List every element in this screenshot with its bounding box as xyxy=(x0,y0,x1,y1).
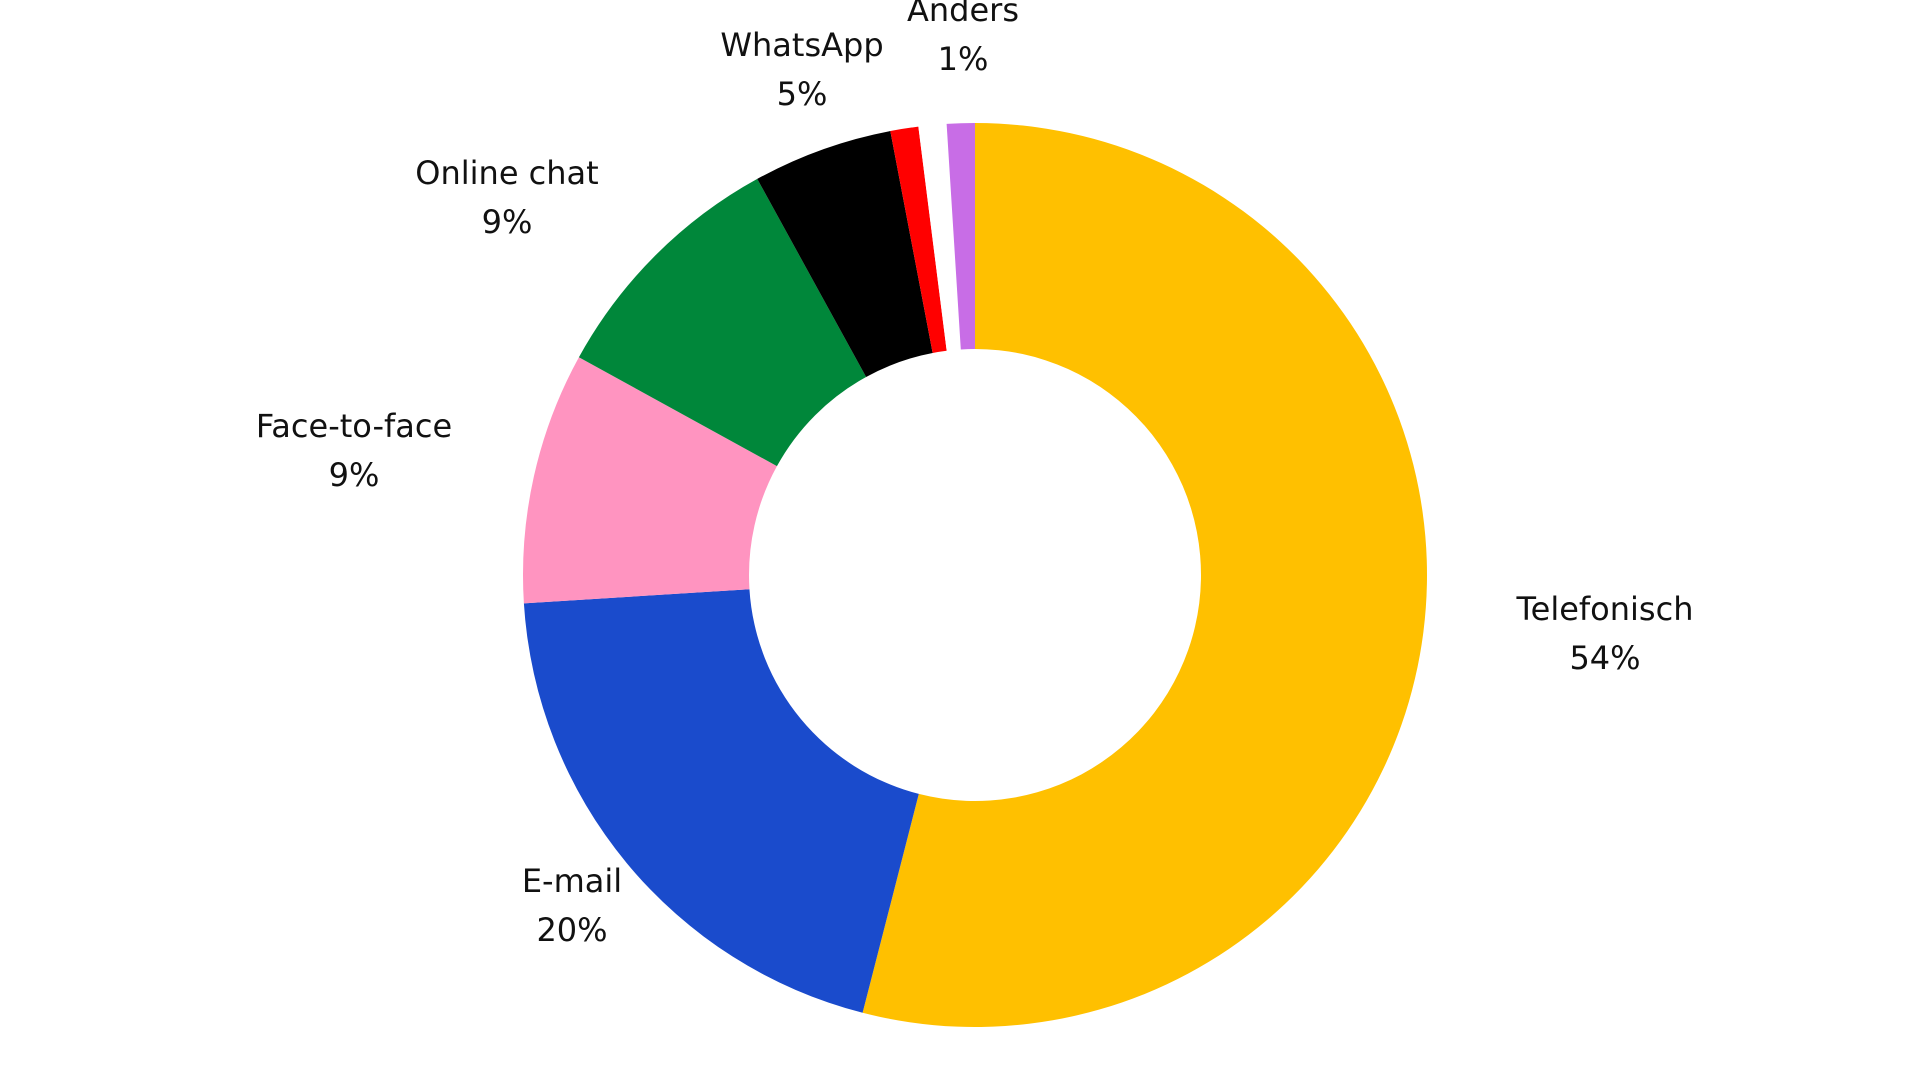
slice-value-label: 20% xyxy=(536,911,607,949)
slice-telefonisch xyxy=(862,123,1428,1027)
slice-e-mail xyxy=(523,589,919,1013)
slice-value-label: 9% xyxy=(329,456,380,494)
slice-unlabeled-5 xyxy=(890,126,947,354)
slice-name-label: Telefonisch xyxy=(1516,590,1694,628)
slice-anders xyxy=(946,123,975,350)
slice-name-label: WhatsApp xyxy=(720,26,883,64)
slice-name-label: Online chat xyxy=(415,154,598,192)
slice-labels: Telefonisch 54% E-mail 20% Face-to-face 9% Onl… xyxy=(256,0,1694,949)
slice-face-to-face xyxy=(523,357,777,604)
donut-slices xyxy=(523,123,1428,1027)
slice-name-label: Face-to-face xyxy=(256,407,452,445)
slice-name-label: E-mail xyxy=(522,862,622,900)
slice-value-label: 5% xyxy=(777,75,828,113)
slice-value-label: 54% xyxy=(1569,639,1640,677)
slice-value-label: 1% xyxy=(938,40,989,78)
slice-value-label: 9% xyxy=(482,203,533,241)
slice-online-chat xyxy=(578,178,867,467)
slice-name-label: Anders xyxy=(907,0,1019,29)
slice-whatsapp xyxy=(757,131,933,377)
slice-unlabeled-6 xyxy=(918,123,961,351)
